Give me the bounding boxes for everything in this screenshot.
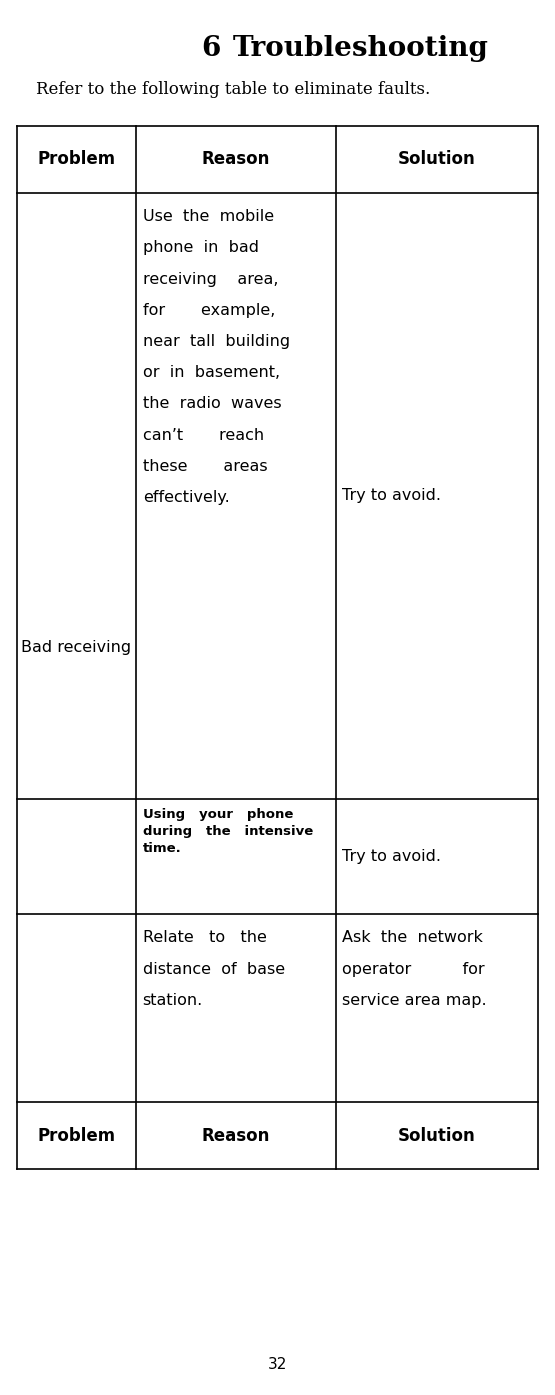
Text: Solution: Solution xyxy=(398,1127,476,1144)
Text: Try to avoid.: Try to avoid. xyxy=(342,850,441,864)
Text: Ask  the  network

operator          for

service area map.: Ask the network operator for service are… xyxy=(342,930,487,1007)
Text: Refer to the following table to eliminate faults.: Refer to the following table to eliminat… xyxy=(36,81,430,98)
Text: Relate   to   the

distance  of  base

station.: Relate to the distance of base station. xyxy=(143,930,285,1007)
Text: 6: 6 xyxy=(201,35,220,61)
Text: Use  the  mobile

phone  in  bad

receiving    area,

for       example,

near  : Use the mobile phone in bad receiving ar… xyxy=(143,209,290,505)
Text: Try to avoid.: Try to avoid. xyxy=(342,488,441,504)
Text: Problem: Problem xyxy=(37,1127,115,1144)
Text: Bad receiving: Bad receiving xyxy=(21,640,132,654)
Text: Reason: Reason xyxy=(201,151,270,167)
Text: Troubleshooting: Troubleshooting xyxy=(233,35,489,61)
Text: Problem: Problem xyxy=(37,151,115,167)
Text: Reason: Reason xyxy=(201,1127,270,1144)
Text: Solution: Solution xyxy=(398,151,476,167)
Text: Using   your   phone
during   the   intensive
time.: Using your phone during the intensive ti… xyxy=(143,808,313,855)
Text: 32: 32 xyxy=(268,1357,287,1371)
